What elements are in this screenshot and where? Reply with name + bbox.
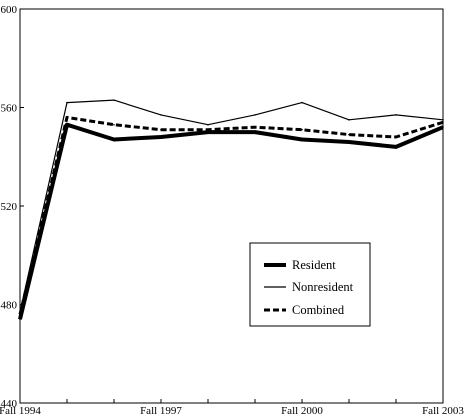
data-point-nonresident	[254, 114, 256, 116]
data-point-nonresident	[348, 119, 350, 121]
x-tick-label: Fall 2000	[281, 405, 323, 417]
data-point-resident	[301, 138, 303, 141]
plot-frame	[19, 8, 444, 404]
x-tick-label: Fall 1997	[140, 405, 182, 417]
y-tick-label: 440	[1, 398, 18, 410]
y-tick-label: 520	[1, 201, 18, 213]
data-point-combined	[207, 128, 209, 131]
data-point-combined	[113, 123, 115, 126]
legend-label-combined: Combined	[292, 303, 345, 317]
x-tick-label: Fall 2003	[422, 405, 464, 417]
data-point-combined	[66, 116, 68, 119]
data-point-resident	[442, 126, 444, 128]
data-point-combined	[254, 126, 256, 128]
y-axis: 440 480 520 560 600	[1, 4, 24, 410]
data-point-nonresident	[113, 99, 115, 101]
x-tick-label: Fall 1994	[0, 405, 41, 417]
data-point-resident	[207, 131, 209, 133]
data-point-resident	[113, 138, 115, 141]
series-line-resident	[18, 122, 444, 320]
data-point-combined	[160, 128, 162, 131]
legend-label-nonresident: Nonresident	[292, 280, 354, 294]
data-point-nonresident	[442, 119, 444, 121]
data-point-nonresident	[160, 114, 162, 116]
series-line-nonresident	[19, 99, 444, 313]
series-line-combined	[18, 115, 444, 315]
y-tick-label: 480	[1, 300, 18, 312]
data-point-resident	[348, 141, 350, 143]
data-point-resident	[254, 131, 256, 133]
data-point-nonresident	[66, 101, 68, 104]
data-point-combined	[442, 121, 444, 124]
data-point-nonresident	[207, 123, 209, 126]
data-point-resident	[395, 146, 397, 148]
series-lines	[18, 99, 444, 321]
data-point-combined	[19, 313, 21, 316]
legend: Resident Nonresident Combined	[249, 242, 371, 327]
legend-box	[249, 242, 371, 327]
data-point-combined	[395, 136, 397, 138]
data-point-resident	[160, 136, 162, 138]
data-point-combined	[348, 133, 350, 136]
data-point-nonresident	[301, 101, 303, 104]
data-point-resident	[19, 318, 21, 321]
y-tick-label: 600	[1, 4, 18, 16]
data-point-combined	[301, 128, 303, 131]
legend-label-resident: Resident	[292, 258, 336, 272]
y-tick-label: 560	[1, 103, 18, 115]
data-point-nonresident	[395, 114, 397, 116]
x-axis: Fall 1994 Fall 1997 Fall 2000 Fall 2003	[0, 399, 464, 417]
